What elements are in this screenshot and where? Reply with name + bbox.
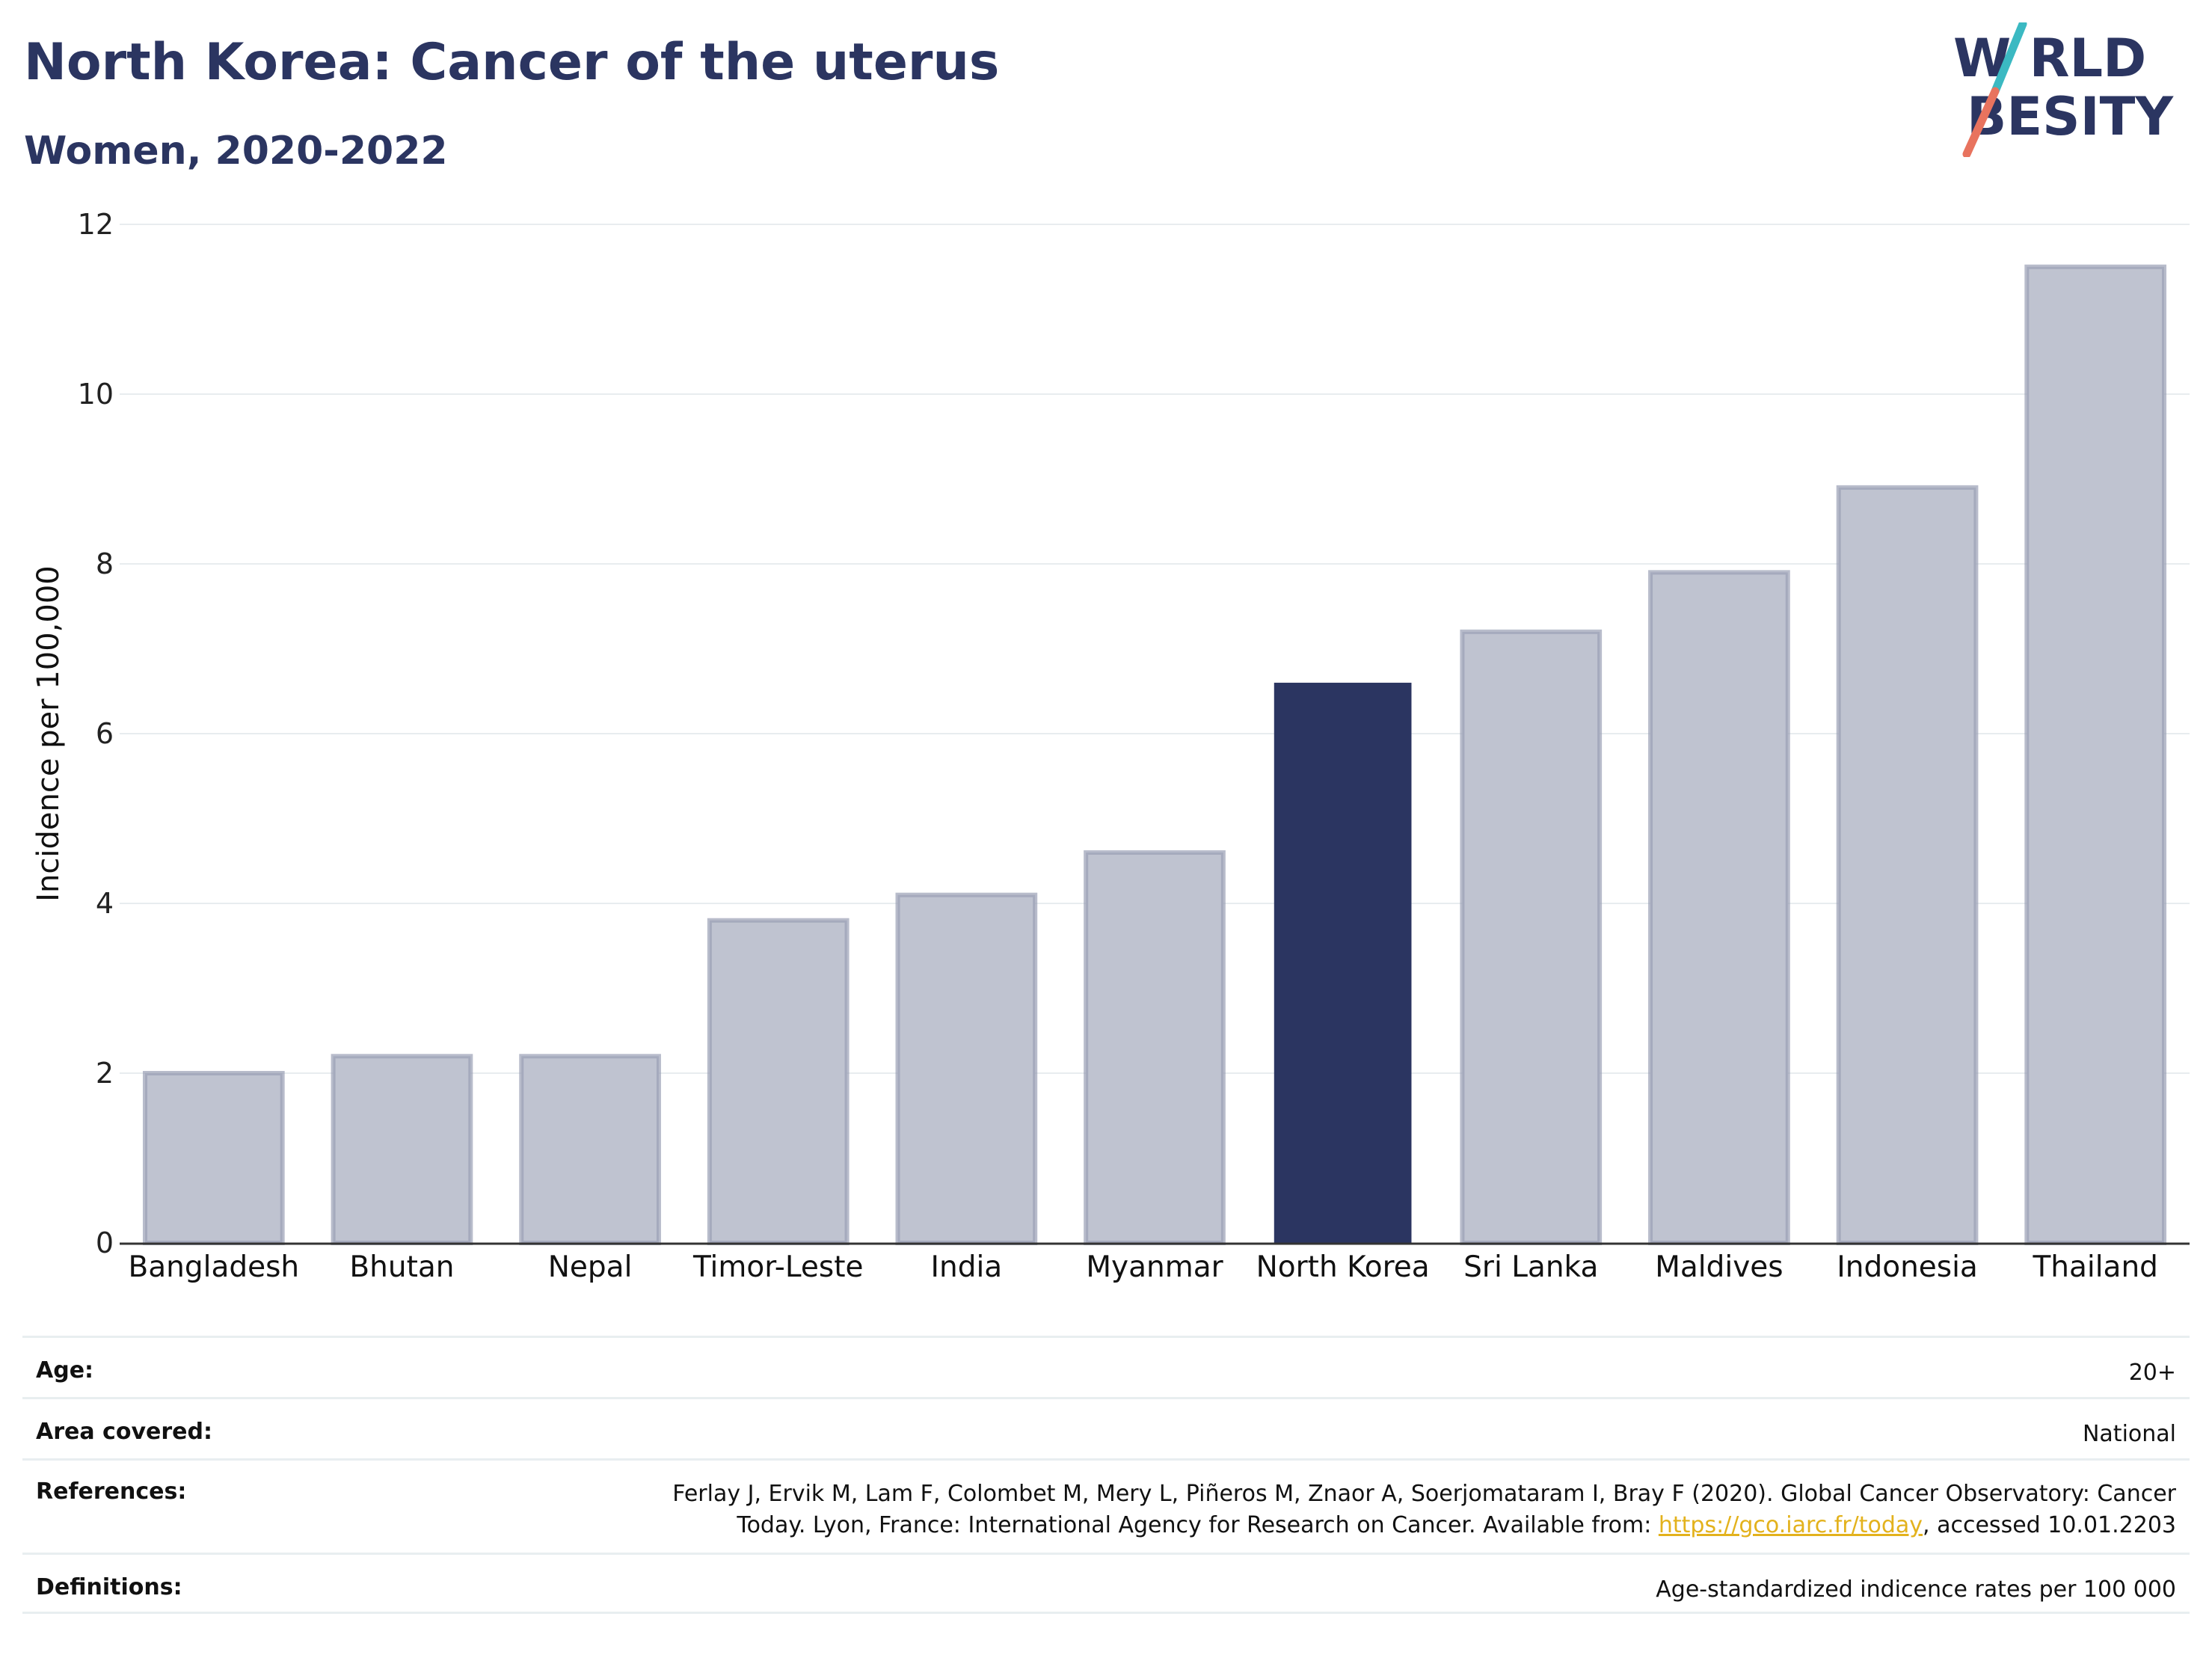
world-obesity-logo: W RLD BESITY <box>1953 22 2174 157</box>
y-axis-ticks: 0 2 4 6 8 10 12 <box>78 208 114 1259</box>
y-tick-label: 10 <box>78 378 114 411</box>
info-value-definitions: Age-standardized indicence rates per 100… <box>1656 1576 2176 1603</box>
bar-bhutan <box>331 1054 473 1246</box>
reference-line-2-prefix: Today. Lyon, France: International Agenc… <box>737 1512 1659 1538</box>
reference-link[interactable]: https://gco.iarc.fr/today <box>1658 1512 1923 1538</box>
reference-line-1: Ferlay J, Ervik M, Lam F, Colombet M, Me… <box>672 1481 2176 1507</box>
logo-slash-top <box>1991 22 2027 96</box>
info-label-definitions: Definitions: <box>36 1574 182 1600</box>
x-tick-label: North Korea <box>1256 1250 1430 1284</box>
y-tick-label: 2 <box>96 1057 114 1090</box>
bar-bangladesh <box>142 1071 285 1245</box>
info-row-area: Area covered: National <box>22 1397 2190 1458</box>
y-tick-label: 4 <box>96 887 114 920</box>
info-value-age: 20+ <box>2128 1360 2176 1386</box>
bar-myanmar <box>1084 850 1226 1245</box>
bar-nepal <box>519 1054 661 1246</box>
x-tick-label: Maldives <box>1655 1250 1783 1284</box>
x-tick-label: Thailand <box>2032 1250 2157 1284</box>
y-tick-label: 0 <box>96 1226 114 1259</box>
x-tick-label: Sri Lanka <box>1463 1250 1598 1284</box>
info-row-references: References: Ferlay J, Ervik M, Lam F, Co… <box>22 1458 2190 1553</box>
x-tick-label: India <box>931 1250 1003 1284</box>
page-title: North Korea: Cancer of the uterus <box>24 33 1000 92</box>
reference-line-2-suffix: , accessed 10.01.2203 <box>1923 1512 2176 1538</box>
info-value-area: National <box>2082 1421 2176 1447</box>
bar-north-korea <box>1274 682 1412 1243</box>
info-row-definitions: Definitions: Age-standardized indicence … <box>22 1553 2190 1614</box>
info-table: Age: 20+ Area covered: National Referenc… <box>22 1336 2190 1614</box>
info-label-area: Area covered: <box>36 1419 212 1445</box>
bar-indonesia <box>1836 485 1979 1245</box>
bar-maldives <box>1648 570 1790 1245</box>
logo-line-1: W RLD <box>1953 28 2146 89</box>
logo-line-2: BESITY <box>1967 86 2174 147</box>
logo-slash-bottom <box>1962 87 2000 157</box>
x-tick-label: Nepal <box>548 1250 633 1284</box>
bar-timor-leste <box>707 918 850 1245</box>
x-tick-label: Timor-Leste <box>692 1250 864 1284</box>
bar-chart: 0 2 4 6 8 10 12 Bangladesh Bhutan Nepal Timor-Les… <box>31 208 2190 1284</box>
x-axis-labels: Bangladesh Bhutan Nepal Timor-Leste India Mya… <box>128 1250 2157 1284</box>
y-tick-label: 6 <box>96 717 114 750</box>
x-tick-label: Myanmar <box>1086 1250 1223 1284</box>
bar-sri-lanka <box>1460 629 1603 1245</box>
info-label-age: Age: <box>36 1357 94 1384</box>
info-label-references: References: <box>36 1479 187 1505</box>
x-tick-label: Indonesia <box>1837 1250 1978 1284</box>
info-value-references: Ferlay J, Ervik M, Lam F, Colombet M, Me… <box>672 1479 2176 1541</box>
y-axis-label: Incidence per 100,000 <box>31 565 66 902</box>
bar-thailand <box>2024 264 2167 1245</box>
bar-india <box>895 892 1038 1246</box>
y-tick-label: 8 <box>96 547 114 580</box>
page-subtitle: Women, 2020-2022 <box>24 129 448 174</box>
info-row-age: Age: 20+ <box>22 1336 2190 1397</box>
x-tick-label: Bangladesh <box>128 1250 299 1284</box>
y-tick-label: 12 <box>78 208 114 241</box>
bars <box>142 264 2167 1246</box>
x-tick-label: Bhutan <box>349 1250 454 1284</box>
